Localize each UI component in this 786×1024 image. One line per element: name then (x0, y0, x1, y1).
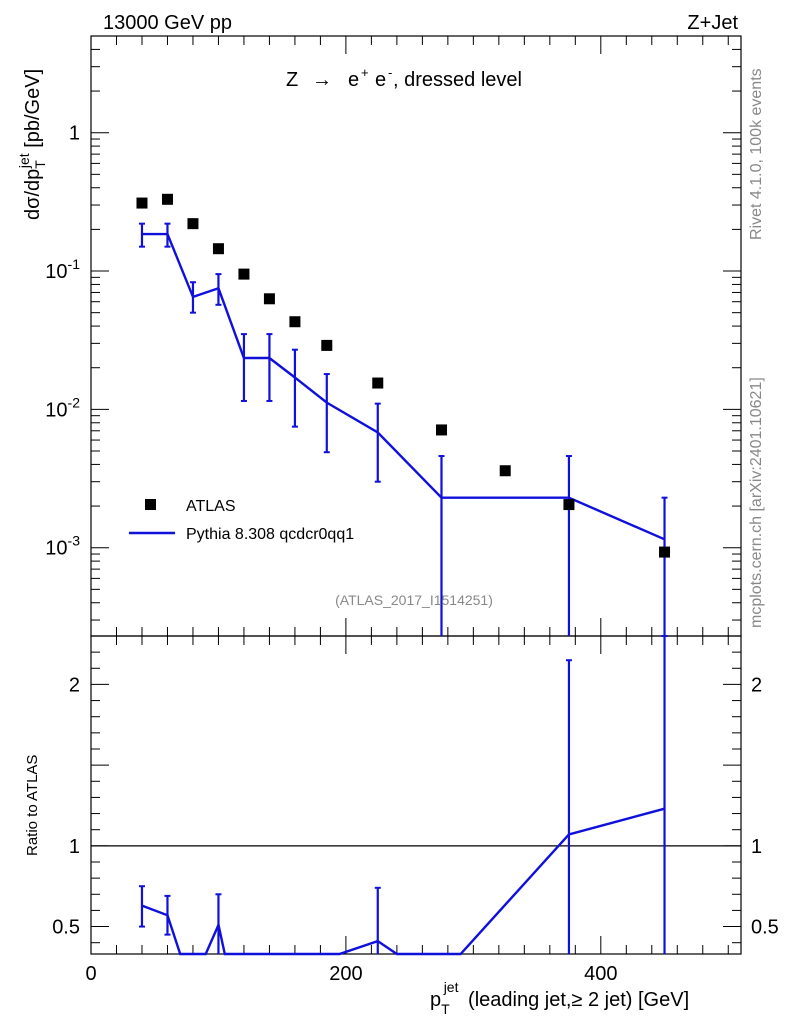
ylabel-d: dσ/dp (22, 169, 44, 220)
atlas-data-point (372, 377, 384, 389)
ratio-y-tick-label: 2 (69, 674, 80, 696)
x-tick-label: 400 (584, 963, 617, 985)
legend: ATLAS Pythia 8.308 qcdcr0qq1 (129, 498, 354, 543)
main-y-tick-label: 10-1 (45, 256, 80, 283)
atlas-data-point (499, 465, 511, 477)
ratio-y-tick-label: 1 (69, 836, 80, 858)
atlas-data-point (161, 193, 173, 205)
ratio-axis-ticks: 0.5 0.5 1 1 2 2 (52, 651, 779, 944)
title-suffix: , dressed level (393, 69, 522, 91)
atlas-data-point (659, 546, 671, 558)
legend-data-marker (145, 499, 156, 510)
xlabel-p: p (430, 989, 441, 1011)
atlas-data-point (321, 339, 333, 351)
atlas-data-point (563, 499, 575, 511)
title-minus: - (388, 65, 392, 80)
ylabel-sub: T (32, 160, 48, 169)
atlas-data-points (136, 193, 671, 558)
main-y-tick-label: 1 (69, 123, 80, 145)
svg-text:dσ/dpTjet [pb/GeV]: dσ/dpTjet [pb/GeV] (16, 69, 48, 220)
title-plus: + (361, 65, 369, 80)
title-z: Z (286, 69, 298, 91)
atlas-data-point (263, 293, 275, 305)
atlas-data-point (238, 268, 250, 280)
analysis-id: (ATLAS_2017_I1514251) (335, 592, 493, 608)
ratio-y-tick-label-right: 2 (751, 674, 762, 696)
mcplots-label: mcplots.cern.ch [arXiv:2401.10621] (748, 377, 765, 628)
atlas-data-point (136, 197, 148, 209)
mc-line (142, 232, 665, 541)
x-tick-label: 0 (85, 963, 96, 985)
rivet-version-label: Rivet 4.1.0, 100k events (748, 68, 765, 240)
legend-mc-label: Pythia 8.308 qcdcr0qq1 (186, 526, 354, 543)
ratio-y-tick-label-right: 1 (751, 836, 762, 858)
ylabel-sup: jet (16, 153, 32, 169)
legend-data-label: ATLAS (186, 498, 236, 515)
atlas-data-point (212, 243, 224, 255)
x-tick-label: 200 (329, 963, 362, 985)
ratio-line (141, 807, 665, 956)
process-label: Z+Jet (687, 12, 738, 34)
ylabel-unit: [pb/GeV] (22, 69, 44, 154)
title-electron: e (348, 69, 359, 91)
xlabel-sub: T (441, 1001, 450, 1017)
plot-title: Z → e + e - , dressed level (286, 65, 522, 91)
title-arrow: → (312, 69, 332, 91)
atlas-data-point (435, 424, 447, 436)
main-y-tick-label: 10-3 (45, 533, 80, 560)
atlas-data-point (187, 218, 199, 230)
main-axis-ticks: 10-3 10-2 10-1 1 (45, 35, 741, 621)
x-axis-ticks: 0 200 400 (85, 36, 729, 985)
energy-label: 13000 GeV pp (103, 12, 232, 34)
ratio-y-tick-label: 0.5 (52, 917, 80, 939)
ratio-panel-frame (90, 635, 742, 955)
main-panel-frame (90, 35, 742, 637)
xlabel-sup: jet (443, 979, 459, 995)
mc-series-main (138, 222, 668, 636)
x-axis-label: pTjet (leading jet,≥ 2 jet) [GeV] (430, 979, 689, 1017)
atlas-data-point (289, 316, 301, 328)
ratio-y-tick-label-right: 0.5 (751, 917, 779, 939)
ratio-y-axis-label: Ratio to ATLAS (24, 755, 41, 856)
mc-series-ratio (138, 635, 668, 956)
title-positron: e (375, 69, 386, 91)
svg-text:pTjet (leading jet,≥ 2 jet) [G: pTjet (leading jet,≥ 2 jet) [GeV] (430, 979, 689, 1017)
main-y-tick-label: 10-2 (45, 394, 80, 421)
main-y-axis-label: dσ/dpTjet [pb/GeV] (16, 69, 48, 220)
xlabel-rest: (leading jet,≥ 2 jet) [GeV] (462, 989, 689, 1011)
